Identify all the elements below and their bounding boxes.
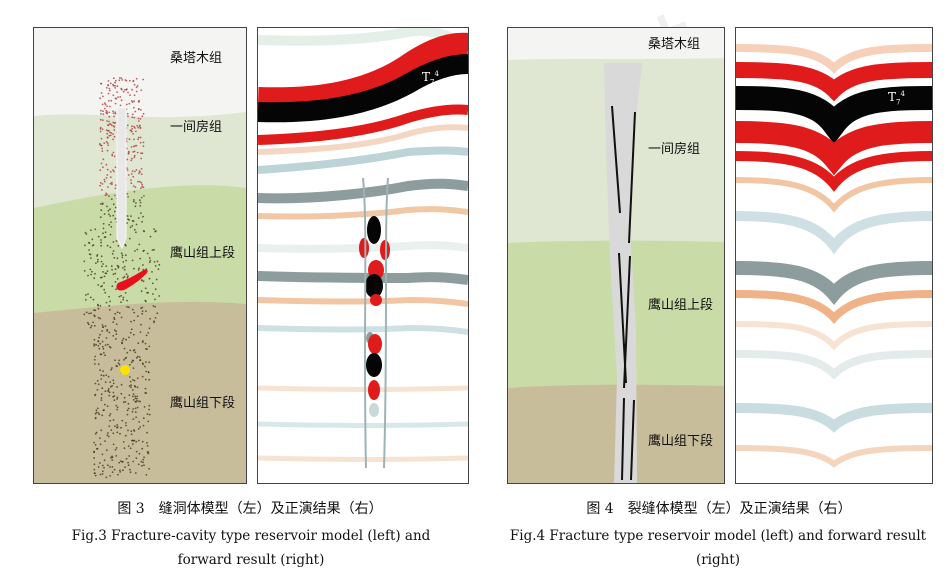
fig3-model-graphic	[34, 28, 246, 483]
fig3-label-yingshan-upper: 鹰山组上段	[170, 246, 236, 261]
fig3-caption-cn: 图 3 缝洞体模型（左）及正演结果（右）	[117, 501, 383, 517]
fig4-label-yingshan-lower: 鹰山组下段	[648, 434, 714, 449]
fig4-label-yingshan-upper: 鹰山组上段	[648, 298, 714, 313]
fig3-caption-en: Fig.3 Fracture-cavity type reservoir mod…	[71, 528, 431, 568]
fig4-label-yijianfang: 一间房组	[648, 142, 701, 157]
fig4-model-panel: 桑塔木组 一间房组 鹰山组上段 鹰山组下段	[507, 27, 725, 484]
fig4-seismic-panel: T74	[735, 27, 933, 484]
fig4-caption-cn: 图 4 裂缝体模型（左）及正演结果（右）	[586, 501, 852, 517]
fig4-caption-en: Fig.4 Fracture type reservoir model (lef…	[509, 528, 927, 568]
fig3-seismic-graphic	[258, 28, 468, 483]
fig3-label-sangtamu: 桑塔木组	[170, 51, 223, 66]
fig3-model-panel: 桑塔木组 一间房组 鹰山组上段 鹰山组下段	[33, 27, 247, 484]
fig3-cavity-red	[116, 269, 148, 291]
fig4-horizon-label: T74	[888, 90, 905, 106]
fig4-label-sangtamu: 桑塔木组	[648, 37, 701, 52]
fig4-seismic-graphic	[736, 28, 932, 483]
fig4-horizon-sub: 7	[896, 98, 901, 107]
fig3-horizon-sup: 4	[434, 70, 439, 78]
fig3-horizon-base: T	[422, 70, 431, 84]
fig3-horizon-label: T74	[422, 70, 439, 86]
fig3-seismic-panel: T74	[257, 27, 469, 484]
fig3-horizon-sub: 7	[430, 78, 435, 87]
fig4-horizon-base: T	[888, 90, 897, 104]
fig4-model-graphic	[508, 28, 724, 483]
fig3-label-yingshan-lower: 鹰山组下段	[170, 396, 236, 411]
fig3-cavity-yellow	[120, 365, 130, 375]
fig3-label-yijianfang: 一间房组	[170, 120, 223, 135]
fig4-horizon-sup: 4	[900, 90, 905, 98]
